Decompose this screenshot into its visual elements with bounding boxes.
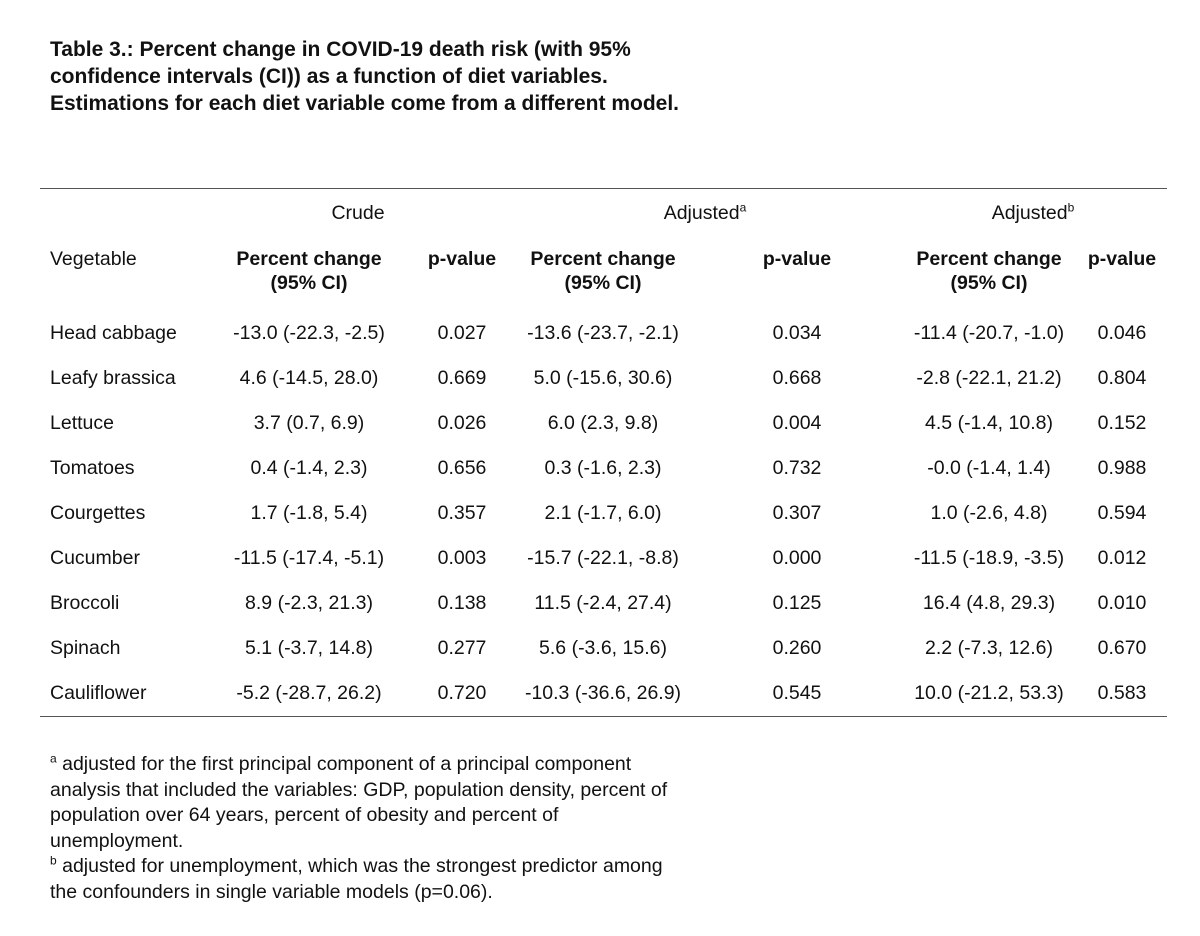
cell-vegetable: Cucumber <box>50 547 140 569</box>
cell-adjusted-b-percent-change: 2.2 (-7.3, 12.6) <box>925 637 1053 659</box>
cell-adjusted-a-percent-change: 11.5 (-2.4, 27.4) <box>534 592 672 614</box>
cell-crude-pvalue: 0.357 <box>437 502 487 524</box>
cell-adjusted-a-percent-change: 5.0 (-15.6, 30.6) <box>533 367 673 389</box>
col-header-adjusted-b-percent-change: Percent change (95% CI) <box>916 247 1061 295</box>
cell-vegetable: Leafy brassica <box>50 367 176 389</box>
col-header-line1: Percent change <box>916 248 1062 270</box>
col-header-line2: (95% CI) <box>950 272 1028 294</box>
footnote-b-text: adjusted for unemployment, which was the… <box>50 855 663 903</box>
cell-crude-pvalue: 0.026 <box>437 412 487 434</box>
cell-crude-percent-change: 3.7 (0.7, 6.9) <box>253 412 365 434</box>
table-top-rule <box>40 188 1167 189</box>
cell-adjusted-a-percent-change: -13.6 (-23.7, -2.1) <box>527 322 679 344</box>
cell-adjusted-b-percent-change: 1.0 (-2.6, 4.8) <box>930 502 1048 524</box>
cell-adjusted-a-pvalue: 0.034 <box>772 322 822 344</box>
group-header-adjusted-a: Adjusteda <box>664 201 747 225</box>
cell-crude-percent-change: 0.4 (-1.4, 2.3) <box>250 457 368 479</box>
footnote-a-mark: a <box>50 751 57 766</box>
col-header-line2: (95% CI) <box>564 272 642 294</box>
group-header-adjusted-a-label: Adjusted <box>663 202 740 224</box>
cell-adjusted-b-percent-change: 16.4 (4.8, 29.3) <box>922 592 1056 614</box>
cell-adjusted-a-pvalue: 0.307 <box>772 502 822 524</box>
cell-crude-pvalue: 0.027 <box>437 322 487 344</box>
cell-crude-percent-change: 5.1 (-3.7, 14.8) <box>245 637 373 659</box>
group-header-adjusted-a-sup: a <box>739 200 747 215</box>
cell-adjusted-b-percent-change: -11.4 (-20.7, -1.0) <box>913 322 1065 344</box>
cell-vegetable: Cauliflower <box>50 682 147 704</box>
cell-adjusted-b-pvalue: 0.594 <box>1097 502 1147 524</box>
group-header-adjusted-b-sup: b <box>1067 200 1075 215</box>
cell-crude-pvalue: 0.656 <box>437 457 487 479</box>
col-header-crude-percent-change: Percent change (95% CI) <box>236 247 381 295</box>
cell-adjusted-b-pvalue: 0.046 <box>1097 322 1147 344</box>
cell-adjusted-b-pvalue: 0.583 <box>1097 682 1147 704</box>
cell-adjusted-a-percent-change: -15.7 (-22.1, -8.8) <box>527 547 679 569</box>
group-header-adjusted-b-label: Adjusted <box>991 202 1068 224</box>
cell-adjusted-a-pvalue: 0.004 <box>772 412 822 434</box>
col-header-line2: (95% CI) <box>270 272 348 294</box>
cell-adjusted-a-percent-change: 2.1 (-1.7, 6.0) <box>544 502 662 524</box>
cell-adjusted-b-pvalue: 0.010 <box>1097 592 1147 614</box>
cell-crude-pvalue: 0.720 <box>437 682 487 704</box>
cell-adjusted-b-percent-change: 4.5 (-1.4, 10.8) <box>925 412 1053 434</box>
footnote-b-mark: b <box>50 853 57 868</box>
cell-crude-percent-change: 1.7 (-1.8, 5.4) <box>250 502 368 524</box>
cell-adjusted-a-pvalue: 0.000 <box>772 547 822 569</box>
cell-crude-pvalue: 0.138 <box>437 592 487 614</box>
cell-crude-pvalue: 0.003 <box>437 547 487 569</box>
group-header-adjusted-b: Adjustedb <box>992 201 1075 225</box>
cell-vegetable: Spinach <box>50 637 121 659</box>
col-header-adjusted-a-pvalue: p-value <box>762 248 832 270</box>
col-header-line1: Percent change <box>236 248 382 270</box>
table-caption: Table 3.: Percent change in COVID-19 dea… <box>50 38 679 115</box>
cell-adjusted-b-percent-change: -2.8 (-22.1, 21.2) <box>916 367 1062 389</box>
footnote-a-text: adjusted for the first principal compone… <box>50 753 668 852</box>
cell-vegetable: Tomatoes <box>50 457 135 479</box>
cell-adjusted-a-pvalue: 0.732 <box>772 457 822 479</box>
cell-crude-percent-change: 4.6 (-14.5, 28.0) <box>239 367 379 389</box>
cell-crude-percent-change: -13.0 (-22.3, -2.5) <box>233 322 385 344</box>
cell-vegetable: Courgettes <box>50 502 146 524</box>
col-header-adjusted-b-pvalue: p-value <box>1087 248 1157 270</box>
cell-adjusted-a-pvalue: 0.125 <box>772 592 822 614</box>
cell-adjusted-a-pvalue: 0.545 <box>772 682 822 704</box>
cell-adjusted-b-percent-change: -11.5 (-18.9, -3.5) <box>913 547 1065 569</box>
cell-vegetable: Head cabbage <box>50 322 177 344</box>
cell-vegetable: Broccoli <box>50 592 120 614</box>
footnote-a: a adjusted for the first principal compo… <box>50 752 690 854</box>
col-header-crude-pvalue: p-value <box>427 248 497 270</box>
cell-adjusted-a-percent-change: 0.3 (-1.6, 2.3) <box>544 457 662 479</box>
cell-adjusted-a-percent-change: -10.3 (-36.6, 26.9) <box>524 682 682 704</box>
cell-adjusted-b-pvalue: 0.012 <box>1097 547 1147 569</box>
group-header-crude: Crude <box>331 202 385 224</box>
cell-crude-percent-change: -11.5 (-17.4, -5.1) <box>233 547 385 569</box>
cell-adjusted-b-percent-change: 10.0 (-21.2, 53.3) <box>914 682 1064 704</box>
table-bottom-rule <box>40 716 1167 717</box>
cell-vegetable: Lettuce <box>50 412 114 434</box>
cell-adjusted-b-pvalue: 0.152 <box>1097 412 1147 434</box>
cell-adjusted-a-percent-change: 5.6 (-3.6, 15.6) <box>539 637 667 659</box>
col-header-line1: Percent change <box>530 248 676 270</box>
cell-adjusted-b-pvalue: 0.670 <box>1097 637 1147 659</box>
cell-adjusted-b-pvalue: 0.988 <box>1097 457 1147 479</box>
col-header-vegetable: Vegetable <box>50 248 137 270</box>
cell-adjusted-a-pvalue: 0.668 <box>772 367 822 389</box>
cell-adjusted-b-pvalue: 0.804 <box>1097 367 1147 389</box>
cell-crude-pvalue: 0.277 <box>437 637 487 659</box>
cell-adjusted-a-percent-change: 6.0 (2.3, 9.8) <box>547 412 659 434</box>
cell-crude-percent-change: -5.2 (-28.7, 26.2) <box>236 682 382 704</box>
cell-adjusted-a-pvalue: 0.260 <box>772 637 822 659</box>
footnotes: a adjusted for the first principal compo… <box>50 752 690 905</box>
cell-crude-percent-change: 8.9 (-2.3, 21.3) <box>245 592 373 614</box>
col-header-adjusted-a-percent-change: Percent change (95% CI) <box>530 247 675 295</box>
footnote-b: b adjusted for unemployment, which was t… <box>50 854 690 905</box>
cell-crude-pvalue: 0.669 <box>437 367 487 389</box>
cell-adjusted-b-percent-change: -0.0 (-1.4, 1.4) <box>927 457 1051 479</box>
